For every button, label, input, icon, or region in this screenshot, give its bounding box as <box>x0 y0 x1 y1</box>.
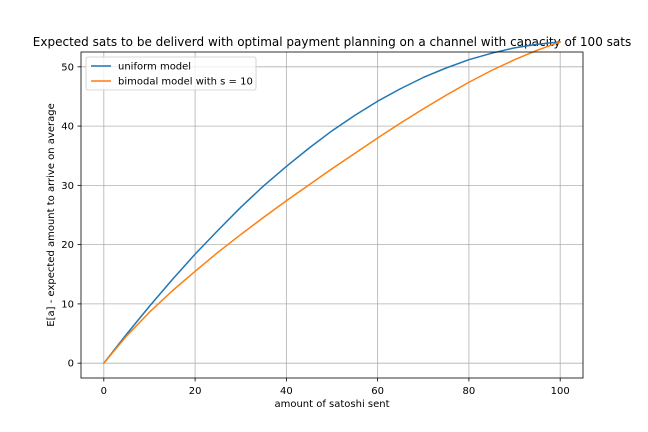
x-axis-label: amount of satoshi sent <box>274 399 389 410</box>
chart-title: Expected sats to be deliverd with optima… <box>33 35 631 49</box>
legend-box <box>85 56 257 91</box>
grid-lines <box>81 52 583 378</box>
y-tick-label: 50 <box>61 62 74 73</box>
legend-entry-label: uniform model <box>118 62 191 73</box>
series-line-1 <box>103 41 561 364</box>
legend-entry-label: bimodal model with s = 10 <box>118 77 253 88</box>
x-tick-label: 100 <box>551 386 570 397</box>
series-line-0 <box>103 41 561 364</box>
plot-area-frame <box>80 51 584 379</box>
y-tick-label: 40 <box>61 122 74 133</box>
y-tick-label: 30 <box>61 181 74 192</box>
y-tick-label: 10 <box>61 299 74 310</box>
y-axis-label: E[a] - expected amount to arrive on aver… <box>46 103 57 326</box>
x-tick-label: 80 <box>463 386 476 397</box>
y-tick-label: 0 <box>68 359 74 370</box>
y-tick-label: 20 <box>61 240 74 251</box>
x-tick-label: 20 <box>189 386 202 397</box>
x-tick-label: 0 <box>101 386 107 397</box>
series-group <box>103 41 561 364</box>
legend: uniform model bimodal model with s = 10 <box>85 56 257 91</box>
axis-ticks: 0 20 40 60 80 100 0 10 20 30 40 50 <box>61 62 569 397</box>
x-tick-label: 60 <box>371 386 384 397</box>
x-tick-label: 40 <box>280 386 293 397</box>
